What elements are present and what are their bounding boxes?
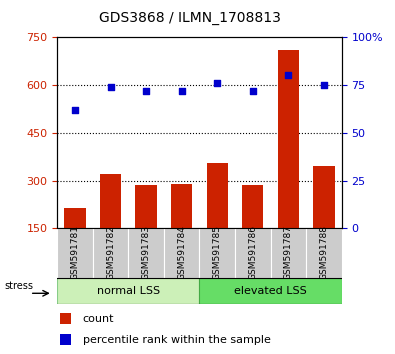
Bar: [128, 228, 164, 278]
Bar: [60, 334, 71, 345]
Point: [107, 84, 114, 90]
Bar: [57, 228, 93, 278]
Text: GDS3868 / ILMN_1708813: GDS3868 / ILMN_1708813: [99, 11, 280, 25]
Bar: [100, 174, 121, 276]
Bar: [207, 163, 228, 276]
Point: [72, 107, 78, 113]
Point: [250, 88, 256, 93]
Point: [179, 88, 185, 93]
Bar: [164, 228, 199, 278]
Point: [143, 88, 149, 93]
Text: count: count: [83, 314, 115, 324]
Text: GSM591788: GSM591788: [320, 225, 328, 280]
Bar: [57, 278, 199, 304]
Text: percentile rank within the sample: percentile rank within the sample: [83, 335, 271, 345]
Bar: [93, 228, 128, 278]
Text: normal LSS: normal LSS: [97, 286, 160, 296]
Bar: [271, 228, 306, 278]
Text: GSM591784: GSM591784: [177, 225, 186, 280]
Bar: [242, 185, 263, 276]
Text: GSM591786: GSM591786: [248, 225, 257, 280]
Text: GSM591781: GSM591781: [71, 225, 79, 280]
Text: elevated LSS: elevated LSS: [234, 286, 307, 296]
Bar: [235, 228, 271, 278]
Bar: [199, 228, 235, 278]
Text: GSM591783: GSM591783: [142, 225, 150, 280]
Bar: [306, 228, 342, 278]
Text: GSM591782: GSM591782: [106, 225, 115, 280]
Bar: [171, 184, 192, 276]
Point: [321, 82, 327, 88]
Point: [285, 73, 292, 78]
Bar: [199, 278, 342, 304]
Bar: [135, 185, 157, 276]
Point: [214, 80, 220, 86]
Bar: [64, 207, 86, 276]
Text: GSM591785: GSM591785: [213, 225, 222, 280]
Bar: [313, 166, 335, 276]
Text: stress: stress: [5, 281, 34, 291]
Bar: [278, 50, 299, 276]
Bar: [60, 313, 71, 324]
Text: GSM591787: GSM591787: [284, 225, 293, 280]
